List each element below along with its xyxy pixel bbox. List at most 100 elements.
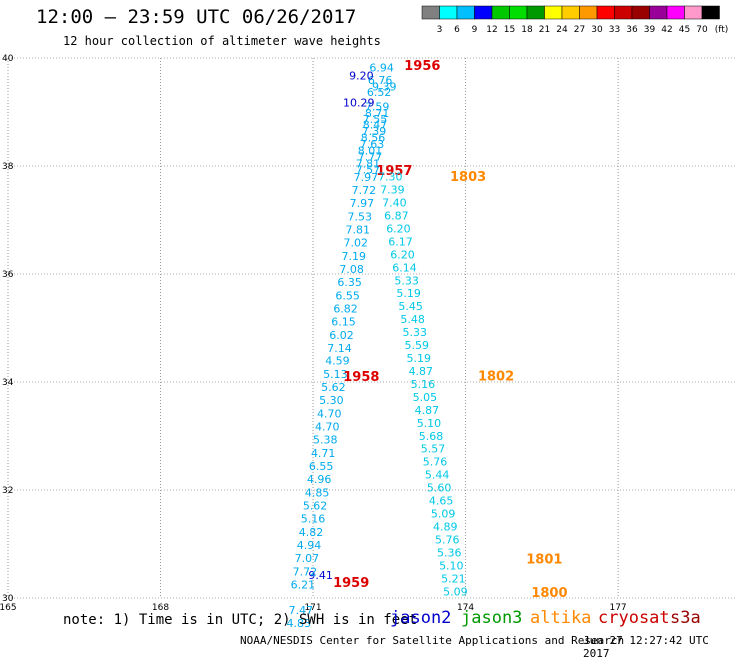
wave-height-label-s3a: 7.97 [354, 171, 379, 184]
wave-height-label-altika: 5.09 [443, 585, 468, 598]
wave-height-label-s3a: 7.19 [341, 250, 366, 263]
wave-height-label-altika: 5.45 [398, 300, 423, 313]
wave-height-label-altika: 7.40 [382, 197, 407, 210]
wave-height-label-s3a: 8.56 [361, 132, 386, 145]
wave-height-label-altika: 5.10 [417, 417, 442, 430]
wave-height-label-cryosat: 6.52 [367, 86, 392, 99]
wave-height-label-s3a: 5.13 [323, 368, 348, 381]
generated-timestamp: Jun 27 12:27:42 UTC 2017 [583, 634, 709, 660]
wave-height-label-altika: 6.14 [392, 261, 417, 274]
satellite-legend-jason2: jason2 [390, 608, 452, 628]
wave-height-label-altika: 5.21 [441, 572, 466, 585]
color-scale-label: 39 [644, 25, 656, 35]
time-label-s3a: 1958 [343, 370, 379, 385]
wave-height-label-s3a: 4.82 [299, 526, 324, 539]
wave-height-label-cryosat: 7.55 [363, 113, 388, 126]
satellite-legend-altika: altika [530, 608, 592, 628]
time-label-s3a: 1959 [333, 576, 369, 591]
color-scale-label: 30 [591, 25, 603, 35]
wave-height-label-s3a: 4.70 [317, 408, 342, 421]
wave-height-label-s3a: 8.01 [358, 145, 383, 158]
y-tick-label: 32 [2, 486, 13, 496]
wave-height-label-s3a: 4.83 [287, 617, 312, 630]
color-scale-label: 36 [626, 25, 638, 35]
wave-height-label-cryosat: 7.57 [356, 164, 381, 177]
color-scale-label: 6 [454, 25, 460, 35]
wave-height-label-altika: 4.87 [415, 404, 440, 417]
wave-height-label-altika: 5.09 [431, 508, 456, 521]
wave-height-label-s3a: 5.38 [313, 434, 338, 447]
y-tick-label: 38 [2, 162, 14, 172]
color-scale-legend: 3 6 9 12 15 18 21 24 27 30 33 36 39 42 45 70 (ft) [421, 5, 729, 35]
time-label-cryosat: 1956 [404, 59, 440, 74]
wave-height-label-cryosat: 7.63 [360, 138, 385, 151]
y-tick-label: 34 [2, 378, 14, 388]
wave-height-label-s3a: 5.62 [321, 381, 346, 394]
wave-height-label-altika: 5.76 [435, 533, 460, 546]
wave-height-label-altika: 5.60 [427, 482, 452, 495]
wave-height-label-s3a: 7.81 [346, 224, 371, 237]
footer-note: note: 1) Time is in UTC; 2) SWH is in fe… [63, 612, 418, 628]
wave-height-label-s3a: 9.39 [372, 80, 397, 93]
satellite-legend-jason3: jason3 [461, 608, 523, 628]
wave-height-label-s3a: 6.35 [337, 276, 362, 289]
wave-height-label-altika: 5.57 [421, 443, 446, 456]
wave-height-label-s3a: 4.71 [311, 447, 336, 460]
y-tick-label: 40 [2, 54, 14, 64]
color-scale-label: 21 [539, 25, 550, 35]
wave-height-label-s3a: 4.94 [297, 539, 322, 552]
wave-height-label-altika: 5.76 [423, 456, 448, 469]
y-tick-label: 30 [2, 594, 14, 604]
wave-height-label-altika: 5.33 [394, 274, 419, 287]
wave-height-label-altika: 5.33 [402, 326, 427, 339]
wave-height-label-s3a: 7.14 [327, 342, 352, 355]
wave-height-label-s3a: 6.15 [331, 315, 356, 328]
wave-height-label-s3a: 7.08 [339, 263, 364, 276]
color-scale-label: 33 [609, 25, 620, 35]
x-tick-label: 171 [304, 603, 321, 613]
wave-height-label-s3a: 7.53 [348, 211, 373, 224]
wave-height-label-s3a: 6.02 [329, 329, 354, 342]
wave-height-label-jason2: 9.41 [308, 569, 333, 582]
x-tick-label: 174 [457, 603, 474, 613]
wave-height-label-s3a: 4.70 [315, 421, 340, 434]
wave-height-label-s3a: 5.62 [303, 499, 328, 512]
color-scale-label: 15 [504, 25, 515, 35]
satellite-legend-s3a: s3a [670, 608, 701, 628]
wave-height-label-cryosat: 6.76 [368, 74, 393, 87]
wave-height-label-altika: 4.87 [409, 365, 434, 378]
time-label-altika: 1800 [531, 586, 567, 601]
x-tick-label: 177 [609, 603, 626, 613]
color-scale-label: 9 [472, 25, 478, 35]
wave-height-label-s3a: 6.82 [333, 302, 358, 315]
time-label-cryosat: 1957 [376, 164, 412, 179]
x-tick-label: 168 [152, 603, 169, 613]
time-label-altika: 1803 [450, 170, 486, 185]
wave-height-label-cryosat: 7.59 [365, 100, 390, 113]
wave-height-label-altika: 5.10 [439, 559, 464, 572]
time-label-altika: 1802 [478, 369, 514, 384]
wave-height-label-cryosat: 7.77 [358, 151, 383, 164]
color-scale-label: 27 [574, 25, 585, 35]
wave-height-label-altika: 6.17 [388, 235, 413, 248]
wave-height-label-s3a: 7.72 [293, 565, 318, 578]
y-tick-label: 36 [2, 270, 14, 280]
credit-text: NOAA/NESDIS Center for Satellite Applica… [240, 634, 625, 647]
wave-height-label-s3a: 6.55 [335, 289, 360, 302]
color-scale-label: (ft) [715, 25, 729, 35]
wave-height-label-altika: 7.39 [380, 184, 405, 197]
wave-height-label-s3a: 6.55 [309, 460, 334, 473]
wave-height-label-altika: 5.44 [425, 469, 450, 482]
color-scale-label: 24 [556, 25, 568, 35]
wave-height-label-altika: 4.65 [429, 495, 454, 508]
wave-height-label-altika: 5.48 [400, 313, 425, 326]
wave-height-label-altika: 6.20 [386, 222, 411, 235]
wave-height-label-s3a: 7.97 [350, 197, 375, 210]
wave-height-label-s3a: 8.47 [363, 119, 388, 132]
wave-height-label-s3a: 4.85 [305, 486, 330, 499]
color-scale-label: 70 [696, 25, 708, 35]
wave-height-label-altika: 5.19 [407, 352, 432, 365]
wave-height-label-s3a: 7.72 [352, 184, 377, 197]
